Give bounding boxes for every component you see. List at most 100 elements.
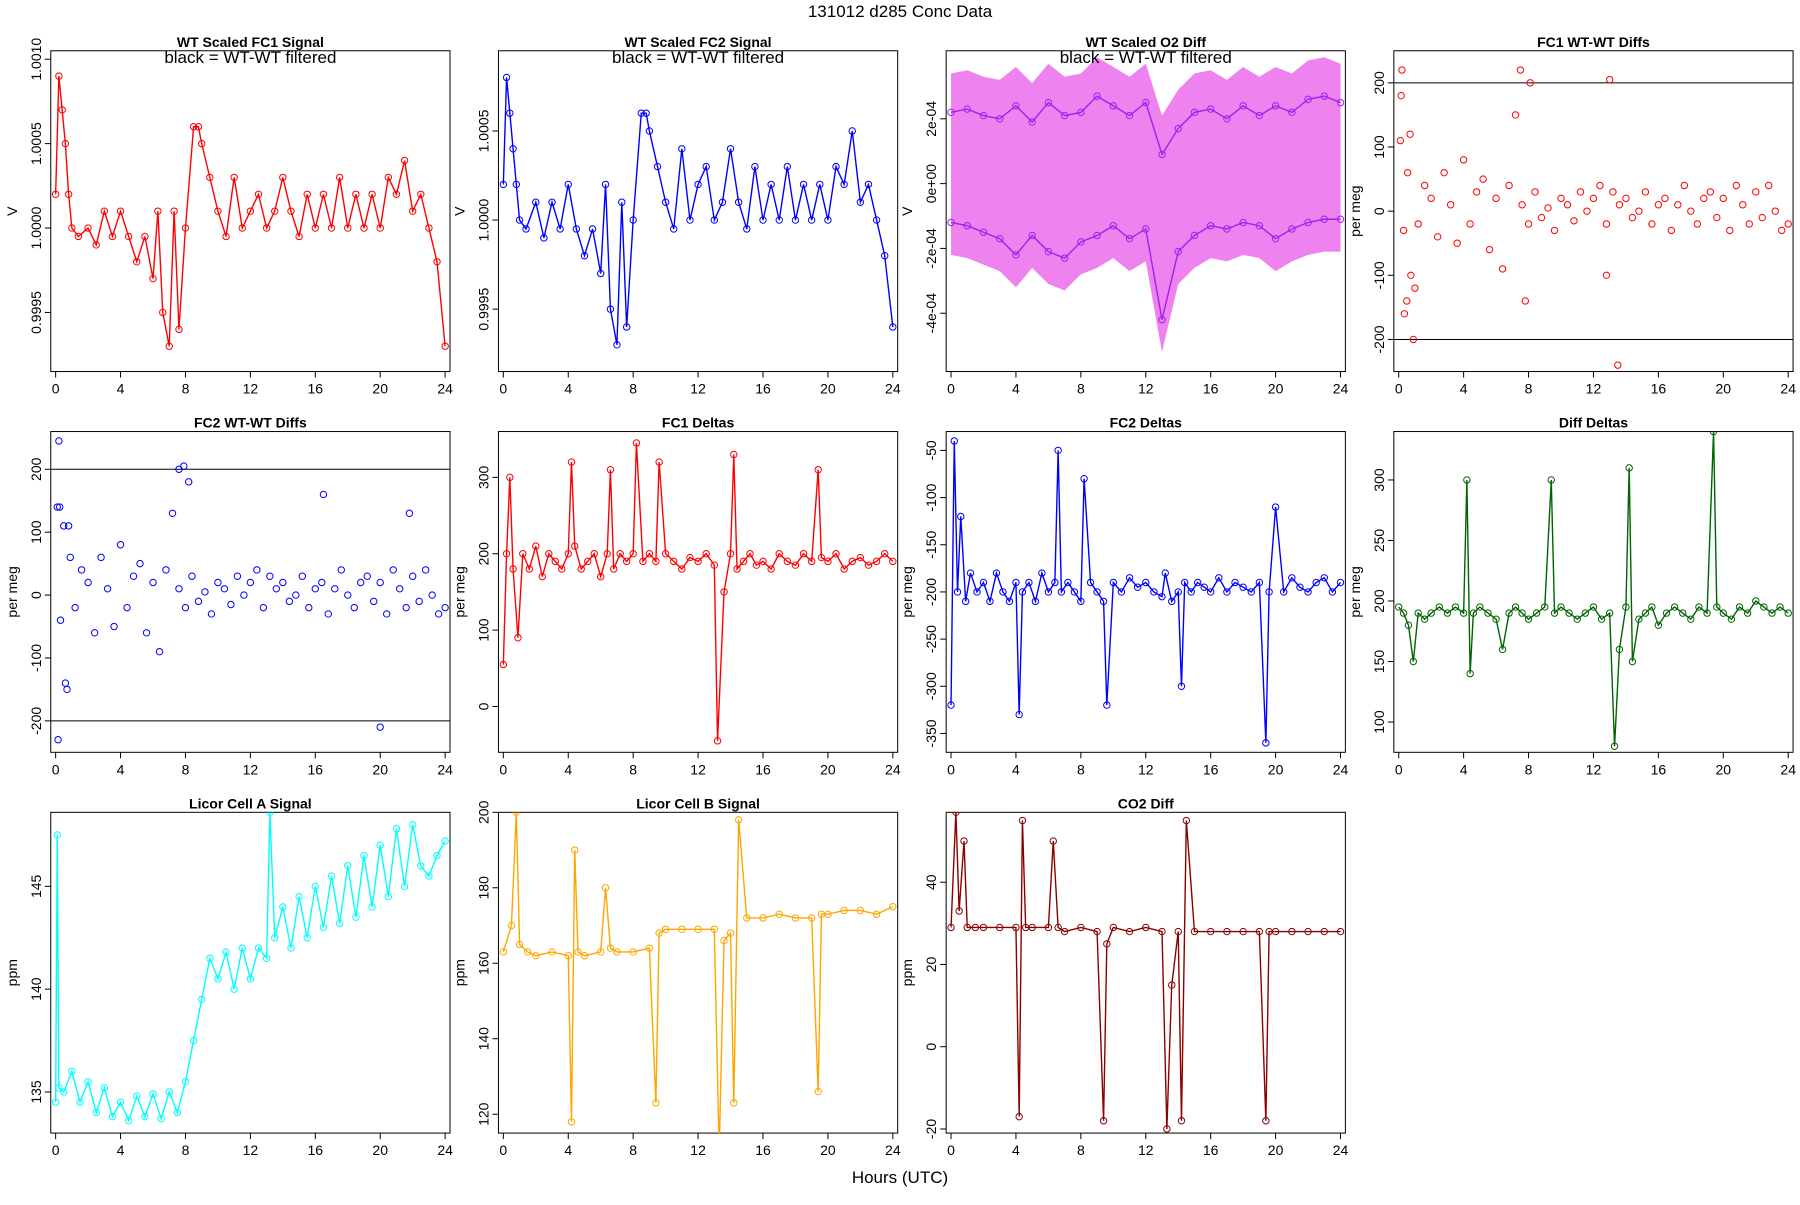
data-point xyxy=(1695,603,1703,611)
data-point xyxy=(279,173,287,182)
data-point xyxy=(783,557,792,566)
data-point xyxy=(1158,927,1166,936)
data-point xyxy=(1158,315,1166,324)
y-tick-label: 100 xyxy=(28,520,44,544)
data-point xyxy=(285,597,294,606)
data-point xyxy=(1028,923,1036,932)
data-point xyxy=(992,569,1001,577)
y-tick-label: 2e-04 xyxy=(923,101,939,137)
y-tick-label: 1.0010 xyxy=(28,38,44,81)
data-point xyxy=(124,1117,133,1125)
data-point xyxy=(947,701,955,709)
plot-area xyxy=(499,439,897,745)
data-point xyxy=(848,557,856,566)
data-point xyxy=(149,578,157,587)
data-point xyxy=(1060,927,1069,936)
x-tick-label: 24 xyxy=(885,1142,901,1158)
data-point xyxy=(1670,603,1679,611)
data-point xyxy=(1485,245,1494,254)
data-point xyxy=(1492,615,1500,623)
y-tick-label: 200 xyxy=(475,800,491,824)
data-point xyxy=(1255,927,1264,936)
plot-area xyxy=(499,73,897,349)
plot-frame xyxy=(497,431,899,753)
x-tick-label: 16 xyxy=(755,1142,771,1158)
data-point xyxy=(408,820,417,829)
data-point xyxy=(622,557,631,566)
data-point xyxy=(1187,588,1195,596)
data-point xyxy=(1453,239,1461,247)
data-point xyxy=(601,884,610,892)
data-point xyxy=(1177,1117,1186,1125)
data-point xyxy=(1288,927,1296,936)
x-tick-label: 12 xyxy=(243,381,259,397)
data-point xyxy=(963,923,971,932)
data-point xyxy=(116,541,125,549)
chart-title: FC2 Deltas xyxy=(1110,415,1183,431)
data-point xyxy=(973,588,981,596)
y-axis-label: ppm xyxy=(4,959,20,986)
data-point xyxy=(1610,742,1619,750)
data-point xyxy=(60,522,68,530)
data-point xyxy=(175,585,183,593)
plot-frame xyxy=(1393,50,1794,373)
data-point xyxy=(1505,609,1513,617)
x-tick-label: 16 xyxy=(1203,761,1219,777)
data-point xyxy=(159,308,167,317)
data-point xyxy=(206,173,214,182)
y-tick-label: -100 xyxy=(923,483,939,511)
data-point xyxy=(77,566,86,574)
y-axis-label: ppm xyxy=(451,959,467,986)
data-point xyxy=(1765,181,1773,190)
data-point xyxy=(642,109,650,117)
data-point xyxy=(670,557,678,566)
data-point xyxy=(54,736,62,744)
data-point xyxy=(1596,181,1604,190)
data-point xyxy=(1012,923,1020,932)
data-point xyxy=(1654,201,1663,209)
chart-panel-3: WT Scaled O2 Diff 0 4 8 12 16 20 24 -4e-04 -2e-04… xyxy=(899,34,1348,397)
data-point xyxy=(1752,188,1760,196)
data-point xyxy=(1142,98,1150,107)
data-point xyxy=(103,585,112,593)
y-tick-label: 0e+00 xyxy=(923,164,939,204)
y-axis-label: V xyxy=(4,206,20,216)
data-point xyxy=(1304,218,1312,227)
data-point xyxy=(743,225,751,233)
data-point xyxy=(201,588,209,596)
data-point xyxy=(154,207,162,215)
y-tick-label: 200 xyxy=(475,542,491,566)
data-point xyxy=(1622,603,1630,611)
plot-area xyxy=(51,812,449,1125)
y-tick-label: -4e-04 xyxy=(923,293,939,334)
data-point xyxy=(889,557,897,566)
series-1 xyxy=(947,812,1345,1133)
data-point xyxy=(512,180,521,189)
chart-title: FC1 Deltas xyxy=(662,415,735,431)
data-point xyxy=(402,603,410,612)
data-point xyxy=(92,1108,100,1117)
data-point xyxy=(616,550,624,558)
data-point xyxy=(1177,682,1186,690)
data-point xyxy=(629,550,637,558)
data-point xyxy=(220,585,229,593)
data-point xyxy=(979,923,988,932)
data-point xyxy=(327,872,336,880)
data-point xyxy=(567,1118,576,1126)
data-point xyxy=(1239,927,1247,936)
data-point xyxy=(1687,207,1695,215)
data-point xyxy=(71,603,79,612)
data-point xyxy=(360,224,368,232)
data-point xyxy=(84,1077,92,1086)
data-point xyxy=(590,550,598,558)
data-point xyxy=(783,162,792,171)
data-point xyxy=(335,173,344,182)
data-point xyxy=(1086,578,1095,587)
data-point xyxy=(1427,194,1435,203)
data-point xyxy=(1012,578,1020,587)
data-point xyxy=(1093,231,1101,240)
data-point xyxy=(775,216,783,224)
data-point xyxy=(814,466,822,474)
data-point xyxy=(1687,615,1695,623)
data-point xyxy=(1190,108,1199,117)
